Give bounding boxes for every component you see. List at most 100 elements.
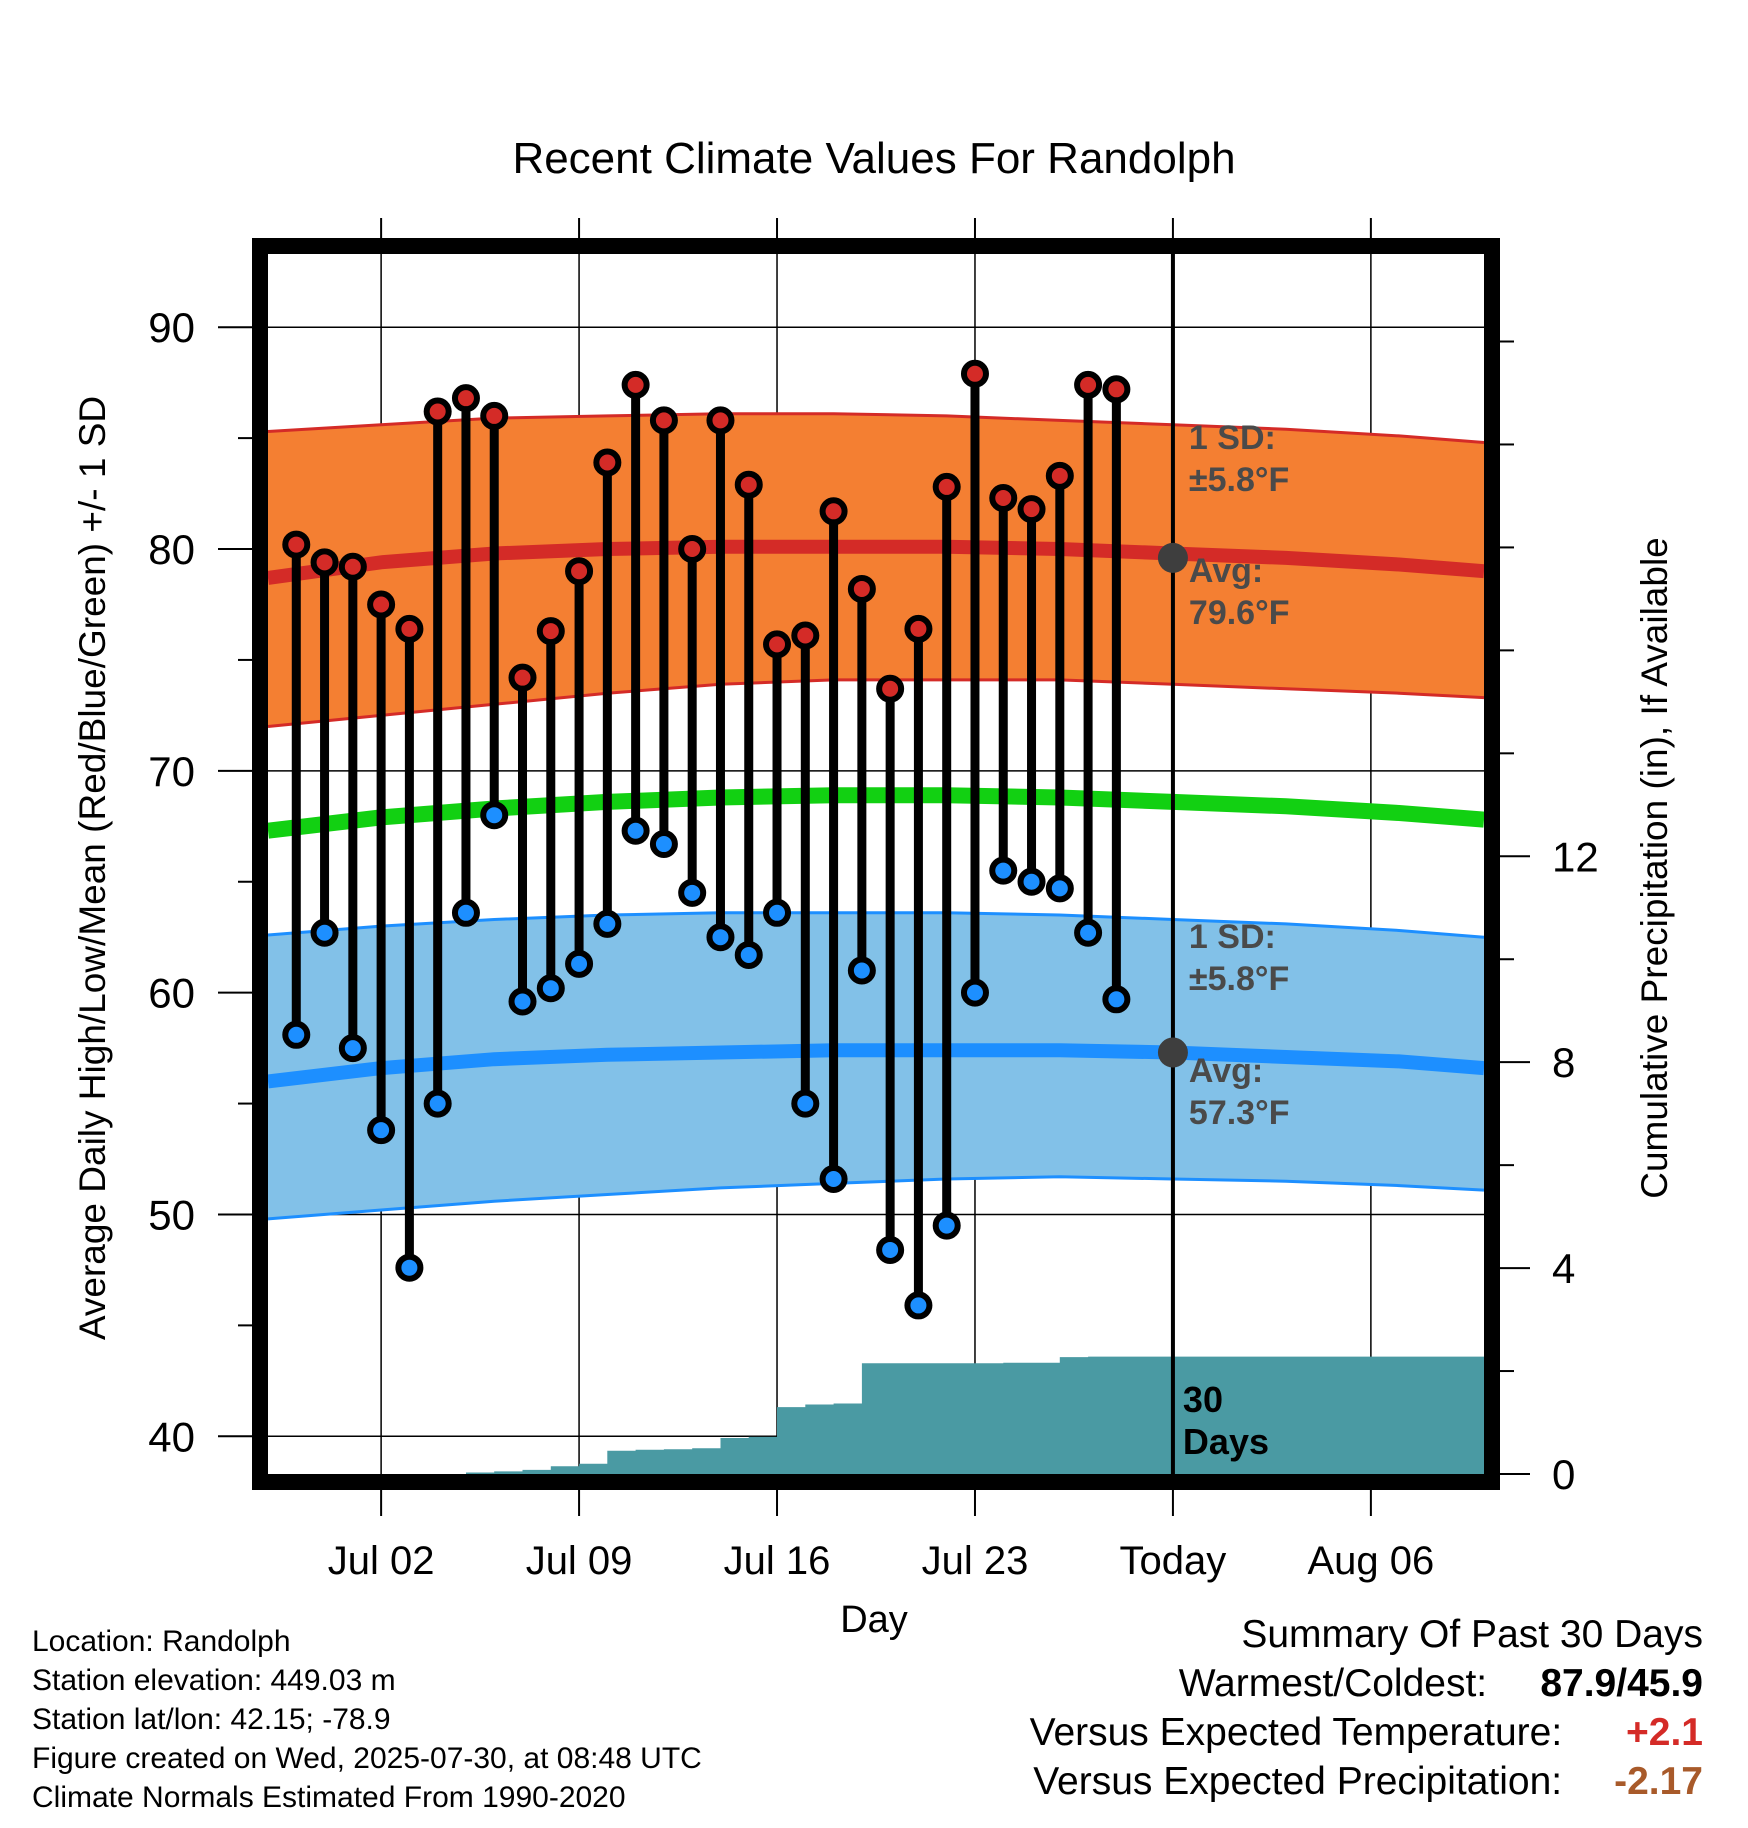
high-point: [819, 497, 848, 526]
x-tick-label: Jul 09: [526, 1539, 633, 1583]
low-point: [904, 1291, 933, 1320]
high-point: [508, 663, 537, 692]
low-point: [1102, 985, 1131, 1014]
x-tick-label: Jul 23: [922, 1539, 1029, 1583]
high-point: [932, 472, 961, 501]
high-point: [763, 630, 792, 659]
low-point: [649, 830, 678, 859]
low-point: [791, 1089, 820, 1118]
high-avg-label: Avg:: [1189, 552, 1263, 590]
x-tick-label: Today: [1120, 1539, 1227, 1583]
low-point: [451, 898, 480, 927]
y2-axis-label: Cumulative Precipitation (in), If Availa…: [1634, 537, 1675, 1199]
low-point: [960, 978, 989, 1007]
high-point: [310, 548, 339, 577]
station-info: Location: Randolph Station elevation: 44…: [32, 1622, 702, 1817]
mean-normal-line: [267, 787, 1485, 839]
precip-days-number: 30: [1183, 1379, 1223, 1420]
low-point: [847, 956, 876, 985]
x-tick-label: Jul 02: [328, 1539, 435, 1583]
high-point: [1074, 370, 1103, 399]
low-point: [593, 909, 622, 938]
high-point: [593, 448, 622, 477]
elevation-text: Station elevation: 449.03 m: [32, 1664, 396, 1697]
precip-anomaly-label: Versus Expected Precipitation:: [1033, 1760, 1563, 1803]
low-point: [734, 940, 763, 969]
low-sd-value: ±5.8°F: [1189, 960, 1289, 998]
high-point: [1045, 461, 1074, 490]
high-point: [1102, 375, 1131, 404]
low-point: [1017, 867, 1046, 896]
y2-tick-label: 0: [1552, 1451, 1575, 1498]
high-normal-line: [267, 539, 1485, 585]
low-point: [565, 949, 594, 978]
precip-days-word: Days: [1183, 1421, 1269, 1462]
summary-precipitation: Versus Expected Precipitation: -2.17: [1030, 1757, 1703, 1806]
y-tick-label: 80: [148, 526, 195, 573]
high-point: [678, 535, 707, 564]
y-tick-label: 40: [148, 1413, 195, 1460]
low-point: [282, 1020, 311, 1049]
precip-area: [268, 1356, 1484, 1474]
warmest-coldest-label: Warmest/Coldest:: [1178, 1662, 1488, 1705]
low-avg-today-marker: [1157, 1037, 1188, 1068]
low-point: [367, 1116, 396, 1145]
high-sd-band-upper-edge: [267, 412, 1485, 444]
high-point: [960, 359, 989, 388]
low-point: [763, 898, 792, 927]
low-point: [1074, 918, 1103, 947]
low-point: [310, 918, 339, 947]
low-point: [480, 801, 509, 830]
low-point: [338, 1034, 367, 1063]
high-point: [791, 621, 820, 650]
high-point: [282, 530, 311, 559]
high-point: [649, 406, 678, 435]
plot-frame: [252, 238, 1500, 1490]
high-point: [847, 574, 876, 603]
low-avg-label: Avg:: [1189, 1052, 1263, 1090]
axis-ticks: 40 50 60 70 80 90 0 4 8 12 Jul 02 Jul 09 Jul 16 Jul 2…: [148, 218, 1599, 1583]
y2-tick-label: 8: [1552, 1039, 1575, 1086]
low-point: [508, 987, 537, 1016]
x-tick-label: Aug 06: [1307, 1539, 1434, 1583]
x-tick-label: Jul 16: [724, 1539, 831, 1583]
low-point: [536, 974, 565, 1003]
high-point: [706, 406, 735, 435]
high-sd-value: ±5.8°F: [1189, 461, 1289, 499]
low-point: [819, 1164, 848, 1193]
precip-anomaly-value: -2.17: [1614, 1760, 1703, 1803]
y-tick-label: 50: [148, 1191, 195, 1238]
low-sd-band: [268, 912, 1484, 1219]
low-sd-label: 1 SD:: [1189, 918, 1276, 956]
low-point: [423, 1089, 452, 1118]
temp-anomaly-label: Versus Expected Temperature:: [1029, 1711, 1563, 1754]
high-point: [338, 552, 367, 581]
summary-title: Summary Of Past 30 Days: [1241, 1613, 1703, 1656]
high-sd-band: [268, 413, 1484, 727]
y-tick-label: 60: [148, 970, 195, 1017]
high-avg-value: 79.6°F: [1189, 594, 1290, 632]
daily-range-stems: [291, 373, 1121, 1306]
high-point: [734, 470, 763, 499]
band-annotations: 1 SD: ±5.8°F Avg: 79.6°F 1 SD: ±5.8°F Avg: 57.3…: [1157, 419, 1290, 1462]
x-axis-label: Day: [840, 1599, 908, 1641]
low-point: [876, 1235, 905, 1264]
y-tick-label: 90: [148, 304, 195, 351]
low-point: [1045, 874, 1074, 903]
high-point: [536, 617, 565, 646]
chart-title: Recent Climate Values For Randolph: [512, 134, 1235, 183]
temp-anomaly-value: +2.1: [1626, 1711, 1703, 1754]
high-point: [876, 674, 905, 703]
latlon-text: Station lat/lon: 42.15; -78.9: [32, 1703, 391, 1736]
daily-points: [282, 359, 1131, 1320]
high-point: [423, 397, 452, 426]
low-point: [621, 816, 650, 845]
y-axis-label: Average Daily High/Low/Mean (Red/Blue/Gr…: [72, 396, 113, 1340]
summary-temperature: Versus Expected Temperature: +2.1: [1030, 1708, 1703, 1757]
low-point: [678, 878, 707, 907]
high-sd-label: 1 SD:: [1189, 419, 1276, 457]
y-tick-label: 70: [148, 748, 195, 795]
low-point: [932, 1211, 961, 1240]
created-text: Figure created on Wed, 2025-07-30, at 08…: [32, 1742, 702, 1775]
